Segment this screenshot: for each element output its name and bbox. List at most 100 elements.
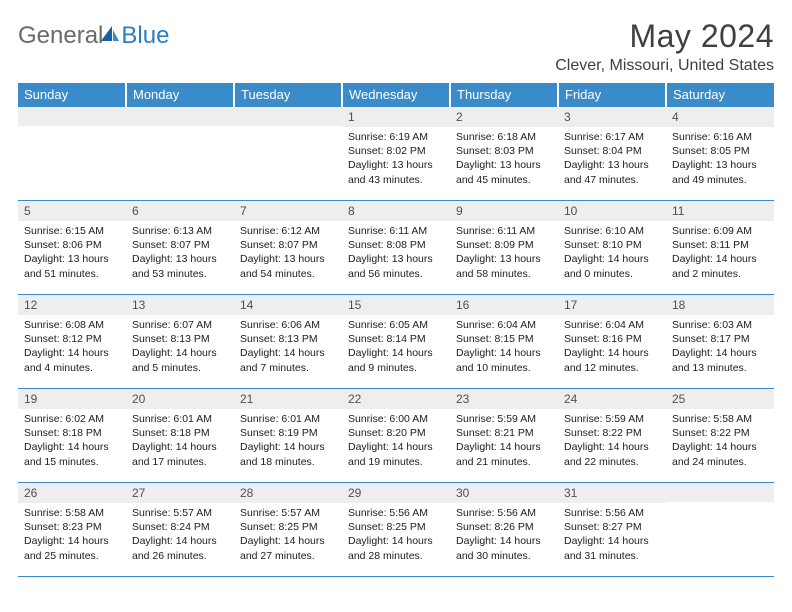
day-body: Sunrise: 6:16 AMSunset: 8:05 PMDaylight:… (666, 127, 774, 190)
calendar-cell: 20Sunrise: 6:01 AMSunset: 8:18 PMDayligh… (126, 389, 234, 483)
sail-icon (99, 24, 121, 49)
weekday-header: Tuesday (234, 83, 342, 107)
calendar-cell: 25Sunrise: 5:58 AMSunset: 8:22 PMDayligh… (666, 389, 774, 483)
weekday-header-row: SundayMondayTuesdayWednesdayThursdayFrid… (18, 83, 774, 107)
day-body: Sunrise: 5:59 AMSunset: 8:21 PMDaylight:… (450, 409, 558, 472)
day-body: Sunrise: 6:17 AMSunset: 8:04 PMDaylight:… (558, 127, 666, 190)
day-body (666, 502, 774, 508)
day-number: 18 (666, 295, 774, 315)
logo-text-gray: General (18, 22, 103, 50)
day-body: Sunrise: 6:01 AMSunset: 8:18 PMDaylight:… (126, 409, 234, 472)
day-body: Sunrise: 6:05 AMSunset: 8:14 PMDaylight:… (342, 315, 450, 378)
day-number: 20 (126, 389, 234, 409)
day-number: 6 (126, 201, 234, 221)
day-body: Sunrise: 6:07 AMSunset: 8:13 PMDaylight:… (126, 315, 234, 378)
day-body (18, 126, 126, 132)
day-number (666, 483, 774, 502)
day-body: Sunrise: 6:12 AMSunset: 8:07 PMDaylight:… (234, 221, 342, 284)
day-body: Sunrise: 6:11 AMSunset: 8:09 PMDaylight:… (450, 221, 558, 284)
calendar-cell: 5Sunrise: 6:15 AMSunset: 8:06 PMDaylight… (18, 201, 126, 295)
day-body: Sunrise: 6:02 AMSunset: 8:18 PMDaylight:… (18, 409, 126, 472)
day-number: 25 (666, 389, 774, 409)
day-number: 13 (126, 295, 234, 315)
calendar-cell: 23Sunrise: 5:59 AMSunset: 8:21 PMDayligh… (450, 389, 558, 483)
day-number: 31 (558, 483, 666, 503)
day-body: Sunrise: 5:58 AMSunset: 8:22 PMDaylight:… (666, 409, 774, 472)
day-body: Sunrise: 5:57 AMSunset: 8:24 PMDaylight:… (126, 503, 234, 566)
weekday-header: Wednesday (342, 83, 450, 107)
day-number (126, 107, 234, 126)
day-number: 26 (18, 483, 126, 503)
calendar-cell: 18Sunrise: 6:03 AMSunset: 8:17 PMDayligh… (666, 295, 774, 389)
day-body: Sunrise: 6:19 AMSunset: 8:02 PMDaylight:… (342, 127, 450, 190)
day-number: 11 (666, 201, 774, 221)
day-number: 3 (558, 107, 666, 127)
calendar-cell: 26Sunrise: 5:58 AMSunset: 8:23 PMDayligh… (18, 483, 126, 577)
calendar-cell: 19Sunrise: 6:02 AMSunset: 8:18 PMDayligh… (18, 389, 126, 483)
calendar-cell: 10Sunrise: 6:10 AMSunset: 8:10 PMDayligh… (558, 201, 666, 295)
weekday-header: Friday (558, 83, 666, 107)
day-number: 5 (18, 201, 126, 221)
calendar-cell: 29Sunrise: 5:56 AMSunset: 8:25 PMDayligh… (342, 483, 450, 577)
page-title: May 2024 (555, 18, 774, 55)
calendar-cell: 22Sunrise: 6:00 AMSunset: 8:20 PMDayligh… (342, 389, 450, 483)
day-body: Sunrise: 6:10 AMSunset: 8:10 PMDaylight:… (558, 221, 666, 284)
calendar-cell: 28Sunrise: 5:57 AMSunset: 8:25 PMDayligh… (234, 483, 342, 577)
day-body: Sunrise: 6:06 AMSunset: 8:13 PMDaylight:… (234, 315, 342, 378)
calendar-table: SundayMondayTuesdayWednesdayThursdayFrid… (18, 83, 774, 577)
calendar-cell: 16Sunrise: 6:04 AMSunset: 8:15 PMDayligh… (450, 295, 558, 389)
day-number: 7 (234, 201, 342, 221)
day-number: 12 (18, 295, 126, 315)
day-body: Sunrise: 6:08 AMSunset: 8:12 PMDaylight:… (18, 315, 126, 378)
day-body: Sunrise: 6:13 AMSunset: 8:07 PMDaylight:… (126, 221, 234, 284)
day-number: 14 (234, 295, 342, 315)
weekday-header: Sunday (18, 83, 126, 107)
day-body: Sunrise: 6:11 AMSunset: 8:08 PMDaylight:… (342, 221, 450, 284)
day-number: 9 (450, 201, 558, 221)
day-body: Sunrise: 5:56 AMSunset: 8:27 PMDaylight:… (558, 503, 666, 566)
title-block: May 2024 Clever, Missouri, United States (555, 18, 774, 75)
calendar-row: 1Sunrise: 6:19 AMSunset: 8:02 PMDaylight… (18, 107, 774, 201)
calendar-cell: 6Sunrise: 6:13 AMSunset: 8:07 PMDaylight… (126, 201, 234, 295)
calendar-cell: 15Sunrise: 6:05 AMSunset: 8:14 PMDayligh… (342, 295, 450, 389)
weekday-header: Thursday (450, 83, 558, 107)
day-number: 17 (558, 295, 666, 315)
day-body: Sunrise: 5:56 AMSunset: 8:25 PMDaylight:… (342, 503, 450, 566)
day-number: 24 (558, 389, 666, 409)
day-number: 2 (450, 107, 558, 127)
logo: General Blue (18, 18, 169, 50)
calendar-row: 5Sunrise: 6:15 AMSunset: 8:06 PMDaylight… (18, 201, 774, 295)
day-body: Sunrise: 6:09 AMSunset: 8:11 PMDaylight:… (666, 221, 774, 284)
calendar-row: 19Sunrise: 6:02 AMSunset: 8:18 PMDayligh… (18, 389, 774, 483)
day-number: 1 (342, 107, 450, 127)
calendar-row: 26Sunrise: 5:58 AMSunset: 8:23 PMDayligh… (18, 483, 774, 577)
day-body: Sunrise: 5:59 AMSunset: 8:22 PMDaylight:… (558, 409, 666, 472)
day-number: 15 (342, 295, 450, 315)
day-number: 8 (342, 201, 450, 221)
day-number: 4 (666, 107, 774, 127)
calendar-row: 12Sunrise: 6:08 AMSunset: 8:12 PMDayligh… (18, 295, 774, 389)
day-number: 10 (558, 201, 666, 221)
calendar-cell (666, 483, 774, 577)
day-number: 28 (234, 483, 342, 503)
header: General Blue May 2024 Clever, Missouri, … (18, 18, 774, 75)
weekday-header: Saturday (666, 83, 774, 107)
day-body: Sunrise: 6:00 AMSunset: 8:20 PMDaylight:… (342, 409, 450, 472)
calendar-cell: 1Sunrise: 6:19 AMSunset: 8:02 PMDaylight… (342, 107, 450, 201)
calendar-body: 1Sunrise: 6:19 AMSunset: 8:02 PMDaylight… (18, 107, 774, 577)
day-body: Sunrise: 5:58 AMSunset: 8:23 PMDaylight:… (18, 503, 126, 566)
day-number: 30 (450, 483, 558, 503)
day-body: Sunrise: 6:18 AMSunset: 8:03 PMDaylight:… (450, 127, 558, 190)
calendar-cell: 4Sunrise: 6:16 AMSunset: 8:05 PMDaylight… (666, 107, 774, 201)
day-body: Sunrise: 5:56 AMSunset: 8:26 PMDaylight:… (450, 503, 558, 566)
calendar-cell (234, 107, 342, 201)
day-number: 21 (234, 389, 342, 409)
day-number: 16 (450, 295, 558, 315)
day-number: 29 (342, 483, 450, 503)
calendar-cell: 17Sunrise: 6:04 AMSunset: 8:16 PMDayligh… (558, 295, 666, 389)
calendar-cell: 30Sunrise: 5:56 AMSunset: 8:26 PMDayligh… (450, 483, 558, 577)
calendar-cell: 8Sunrise: 6:11 AMSunset: 8:08 PMDaylight… (342, 201, 450, 295)
calendar-cell (126, 107, 234, 201)
day-body (234, 126, 342, 132)
day-body (126, 126, 234, 132)
